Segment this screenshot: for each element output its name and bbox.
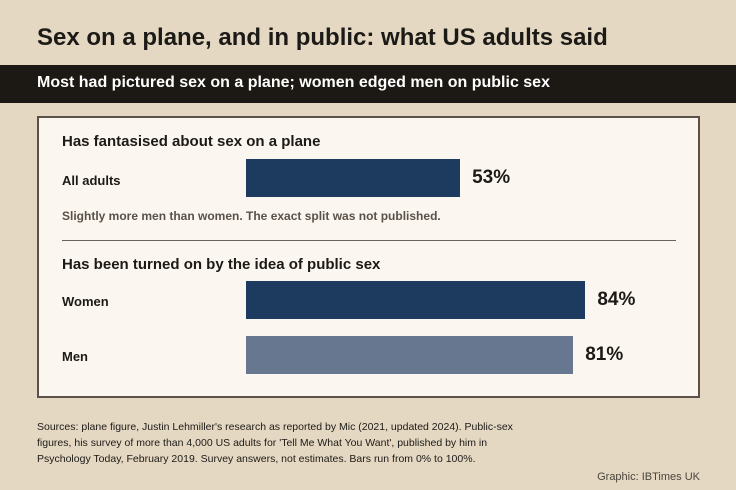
chart-subtitle: Most had pictured sex on a plane; women … — [37, 74, 550, 91]
bar-value-men: 81% — [585, 344, 624, 365]
bar-men — [246, 336, 574, 374]
plane-section-title: Has fantasised about sex on a plane — [62, 133, 321, 150]
bar-women — [246, 281, 586, 319]
chart-title: Sex on a plane, and in public: what US a… — [37, 24, 608, 51]
bar-value-women: 84% — [597, 289, 636, 310]
bar-label-women: Women — [62, 294, 109, 309]
graphic-credit: Graphic: IBTimes UK — [597, 471, 700, 483]
chart-panel: Has fantasised about sex on a plane All … — [37, 116, 700, 398]
sources-note: Sources: plane figure, Justin Lehmiller'… — [37, 421, 513, 465]
bar-label-men: Men — [62, 349, 88, 364]
section-divider — [62, 240, 676, 241]
bar-label-all-adults: All adults — [62, 173, 121, 188]
bar-value-all-adults: 53% — [472, 167, 511, 188]
bar-all-adults — [246, 159, 461, 197]
plane-note: Slightly more men than women. The exact … — [62, 209, 441, 223]
public-section-title: Has been turned on by the idea of public… — [62, 256, 381, 273]
subtitle-band: Most had pictured sex on a plane; women … — [0, 65, 736, 103]
